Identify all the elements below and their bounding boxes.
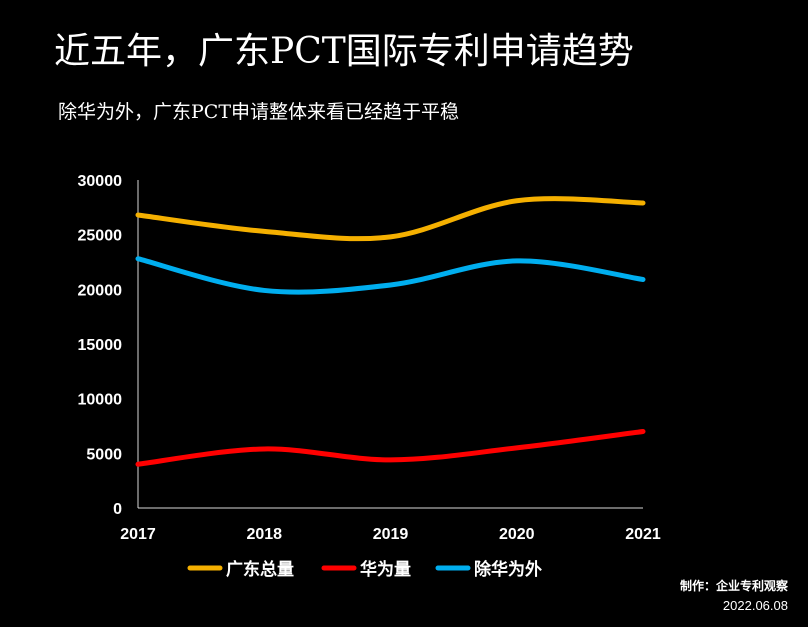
x-tick-label: 2017 — [120, 526, 156, 543]
credit-author: 制作：企业专利观察 — [679, 579, 788, 593]
y-tick-label: 5000 — [86, 446, 122, 463]
x-tick-label: 2021 — [625, 526, 661, 543]
chart-subtitle: 除华为外，广东PCT申请整体来看已经趋于平稳 — [58, 101, 459, 123]
y-tick-label: 10000 — [78, 392, 123, 409]
legend: 广东总量 华为量 除华为外 — [187, 559, 542, 580]
x-tick-label: 2018 — [246, 526, 282, 543]
series-layer — [135, 196, 646, 467]
axes: 0 5000 10000 15000 20000 25000 30000 2017 2018 20… — [78, 173, 661, 543]
series-line-1 — [135, 428, 646, 467]
y-tick-label: 25000 — [78, 228, 123, 245]
x-tick-label: 2020 — [499, 526, 535, 543]
x-tick-label: 2019 — [373, 526, 409, 543]
series-line-2 — [135, 256, 646, 295]
y-tick-label: 30000 — [78, 173, 123, 190]
credit-date: 2022.06.08 — [722, 598, 788, 613]
y-tick-label: 20000 — [78, 282, 123, 299]
y-tick-label: 0 — [113, 501, 122, 518]
series-line-0 — [135, 196, 646, 242]
y-tick-label: 15000 — [78, 337, 123, 354]
legend-label-2: 除华为外 — [474, 559, 542, 580]
chart-title: 近五年，广东PCT国际专利申请趋势 — [54, 31, 634, 72]
legend-label-0: 广东总量 — [226, 559, 294, 580]
legend-label-1: 华为量 — [360, 559, 411, 580]
